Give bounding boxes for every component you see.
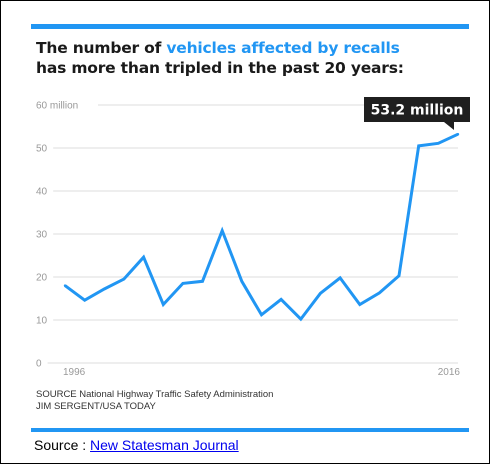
data-point — [63, 284, 67, 287]
data-point — [162, 303, 165, 306]
data-point — [397, 274, 401, 277]
y-tick-label: 0 — [36, 359, 42, 370]
data-point — [103, 287, 106, 291]
source-line-2: JIM SERGENT/USA TODAY — [36, 401, 156, 412]
source-line-1: SOURCE National Highway Traffic Safety A… — [36, 389, 274, 400]
title-part1: The number of — [36, 39, 167, 57]
y-tick-label: 20 — [36, 273, 48, 284]
data-point — [279, 298, 283, 301]
data-point — [456, 133, 460, 136]
footer-source: Source : New Statesman Journal — [34, 437, 239, 453]
title-highlight: vehicles affected by recalls — [166, 39, 400, 57]
data-point — [221, 229, 224, 232]
title-part2: has more than tripled in the past 20 yea… — [36, 59, 404, 77]
data-point — [358, 303, 361, 306]
callout-pointer — [444, 122, 454, 130]
top-accent-rule — [31, 24, 469, 29]
source-note: SOURCE National Highway Traffic Safety A… — [36, 389, 273, 413]
data-point — [260, 313, 263, 317]
y-tick-label: 60 million — [36, 101, 78, 112]
data-point — [201, 280, 204, 283]
data-point — [338, 276, 342, 280]
series-line — [64, 132, 459, 322]
y-tick-label: 40 — [36, 187, 48, 198]
bottom-accent-rule — [31, 428, 469, 432]
data-point — [142, 256, 145, 259]
data-point — [378, 291, 381, 295]
y-tick-label: 50 — [36, 144, 48, 155]
data-point — [437, 142, 440, 145]
callout-label: 53.2 million — [371, 103, 464, 119]
data-point — [299, 317, 302, 321]
data-point — [83, 299, 86, 302]
x-tick-label: 2016 — [438, 367, 461, 378]
data-point — [181, 282, 185, 285]
data-point — [417, 144, 420, 148]
source-link[interactable]: New Statesman Journal — [90, 437, 239, 453]
footer-prefix: Source : — [34, 437, 91, 453]
data-point — [319, 292, 322, 295]
x-tick-label: 1996 — [63, 367, 86, 378]
y-tick-label: 10 — [36, 316, 48, 327]
callout-box — [364, 97, 470, 122]
y-tick-label: 30 — [36, 230, 48, 241]
chart-title: The number of vehicles affected by recal… — [36, 38, 466, 78]
data-point — [122, 277, 126, 281]
data-point — [240, 280, 244, 283]
